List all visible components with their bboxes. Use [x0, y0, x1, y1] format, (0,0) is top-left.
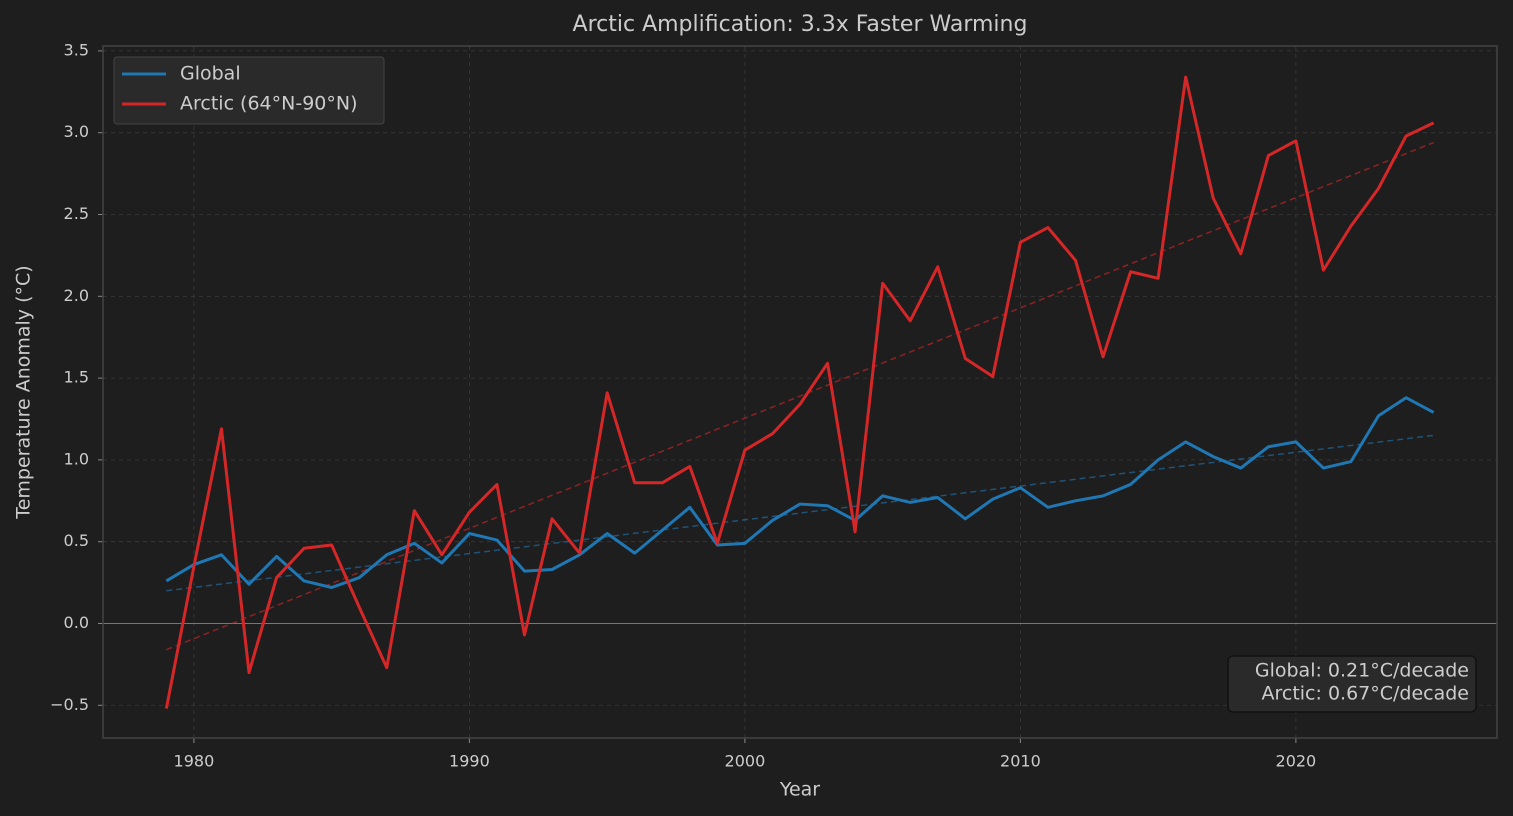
chart-title: Arctic Amplification: 3.3x Faster Warmin… [573, 12, 1028, 37]
y-tick-label: 2.5 [64, 204, 89, 223]
trend-line [166, 141, 1434, 651]
annotation-text: Global: 0.21°C/decade [1255, 660, 1469, 682]
x-tick-label: 1980 [174, 752, 215, 771]
y-tick-label: 0.0 [64, 613, 89, 632]
y-tick-label: 1.0 [64, 449, 89, 468]
x-tick-label: 2020 [1276, 752, 1317, 771]
y-tick-label: 3.5 [64, 40, 89, 59]
legend: Global Arctic (64°N-90°N) [113, 56, 385, 125]
y-tick-label: 3.0 [64, 122, 89, 141]
series-line [165, 396, 1435, 589]
annotation-text: Arctic: 0.67°C/decade [1261, 683, 1469, 705]
y-tick-label: 0.5 [64, 531, 89, 550]
y-tick-label: 2.0 [64, 286, 89, 305]
series-line [164, 75, 1435, 709]
y-axis-label: Temperature Anomaly (°C) [13, 265, 35, 519]
y-tick-label: −0.5 [50, 695, 89, 714]
x-tick-label: 2000 [725, 752, 766, 771]
legend-label: Arctic (64°N-90°N) [180, 93, 358, 115]
x-axis-label: Year [779, 779, 820, 801]
legend-box [113, 56, 385, 125]
y-tick-label: 1.5 [64, 368, 89, 387]
legend-label: Global [180, 63, 241, 85]
annotation-box [1227, 655, 1477, 713]
x-tick-label: 1990 [449, 752, 490, 771]
plot-frame [102, 45, 1498, 739]
x-tick-label: 2010 [1000, 752, 1041, 771]
